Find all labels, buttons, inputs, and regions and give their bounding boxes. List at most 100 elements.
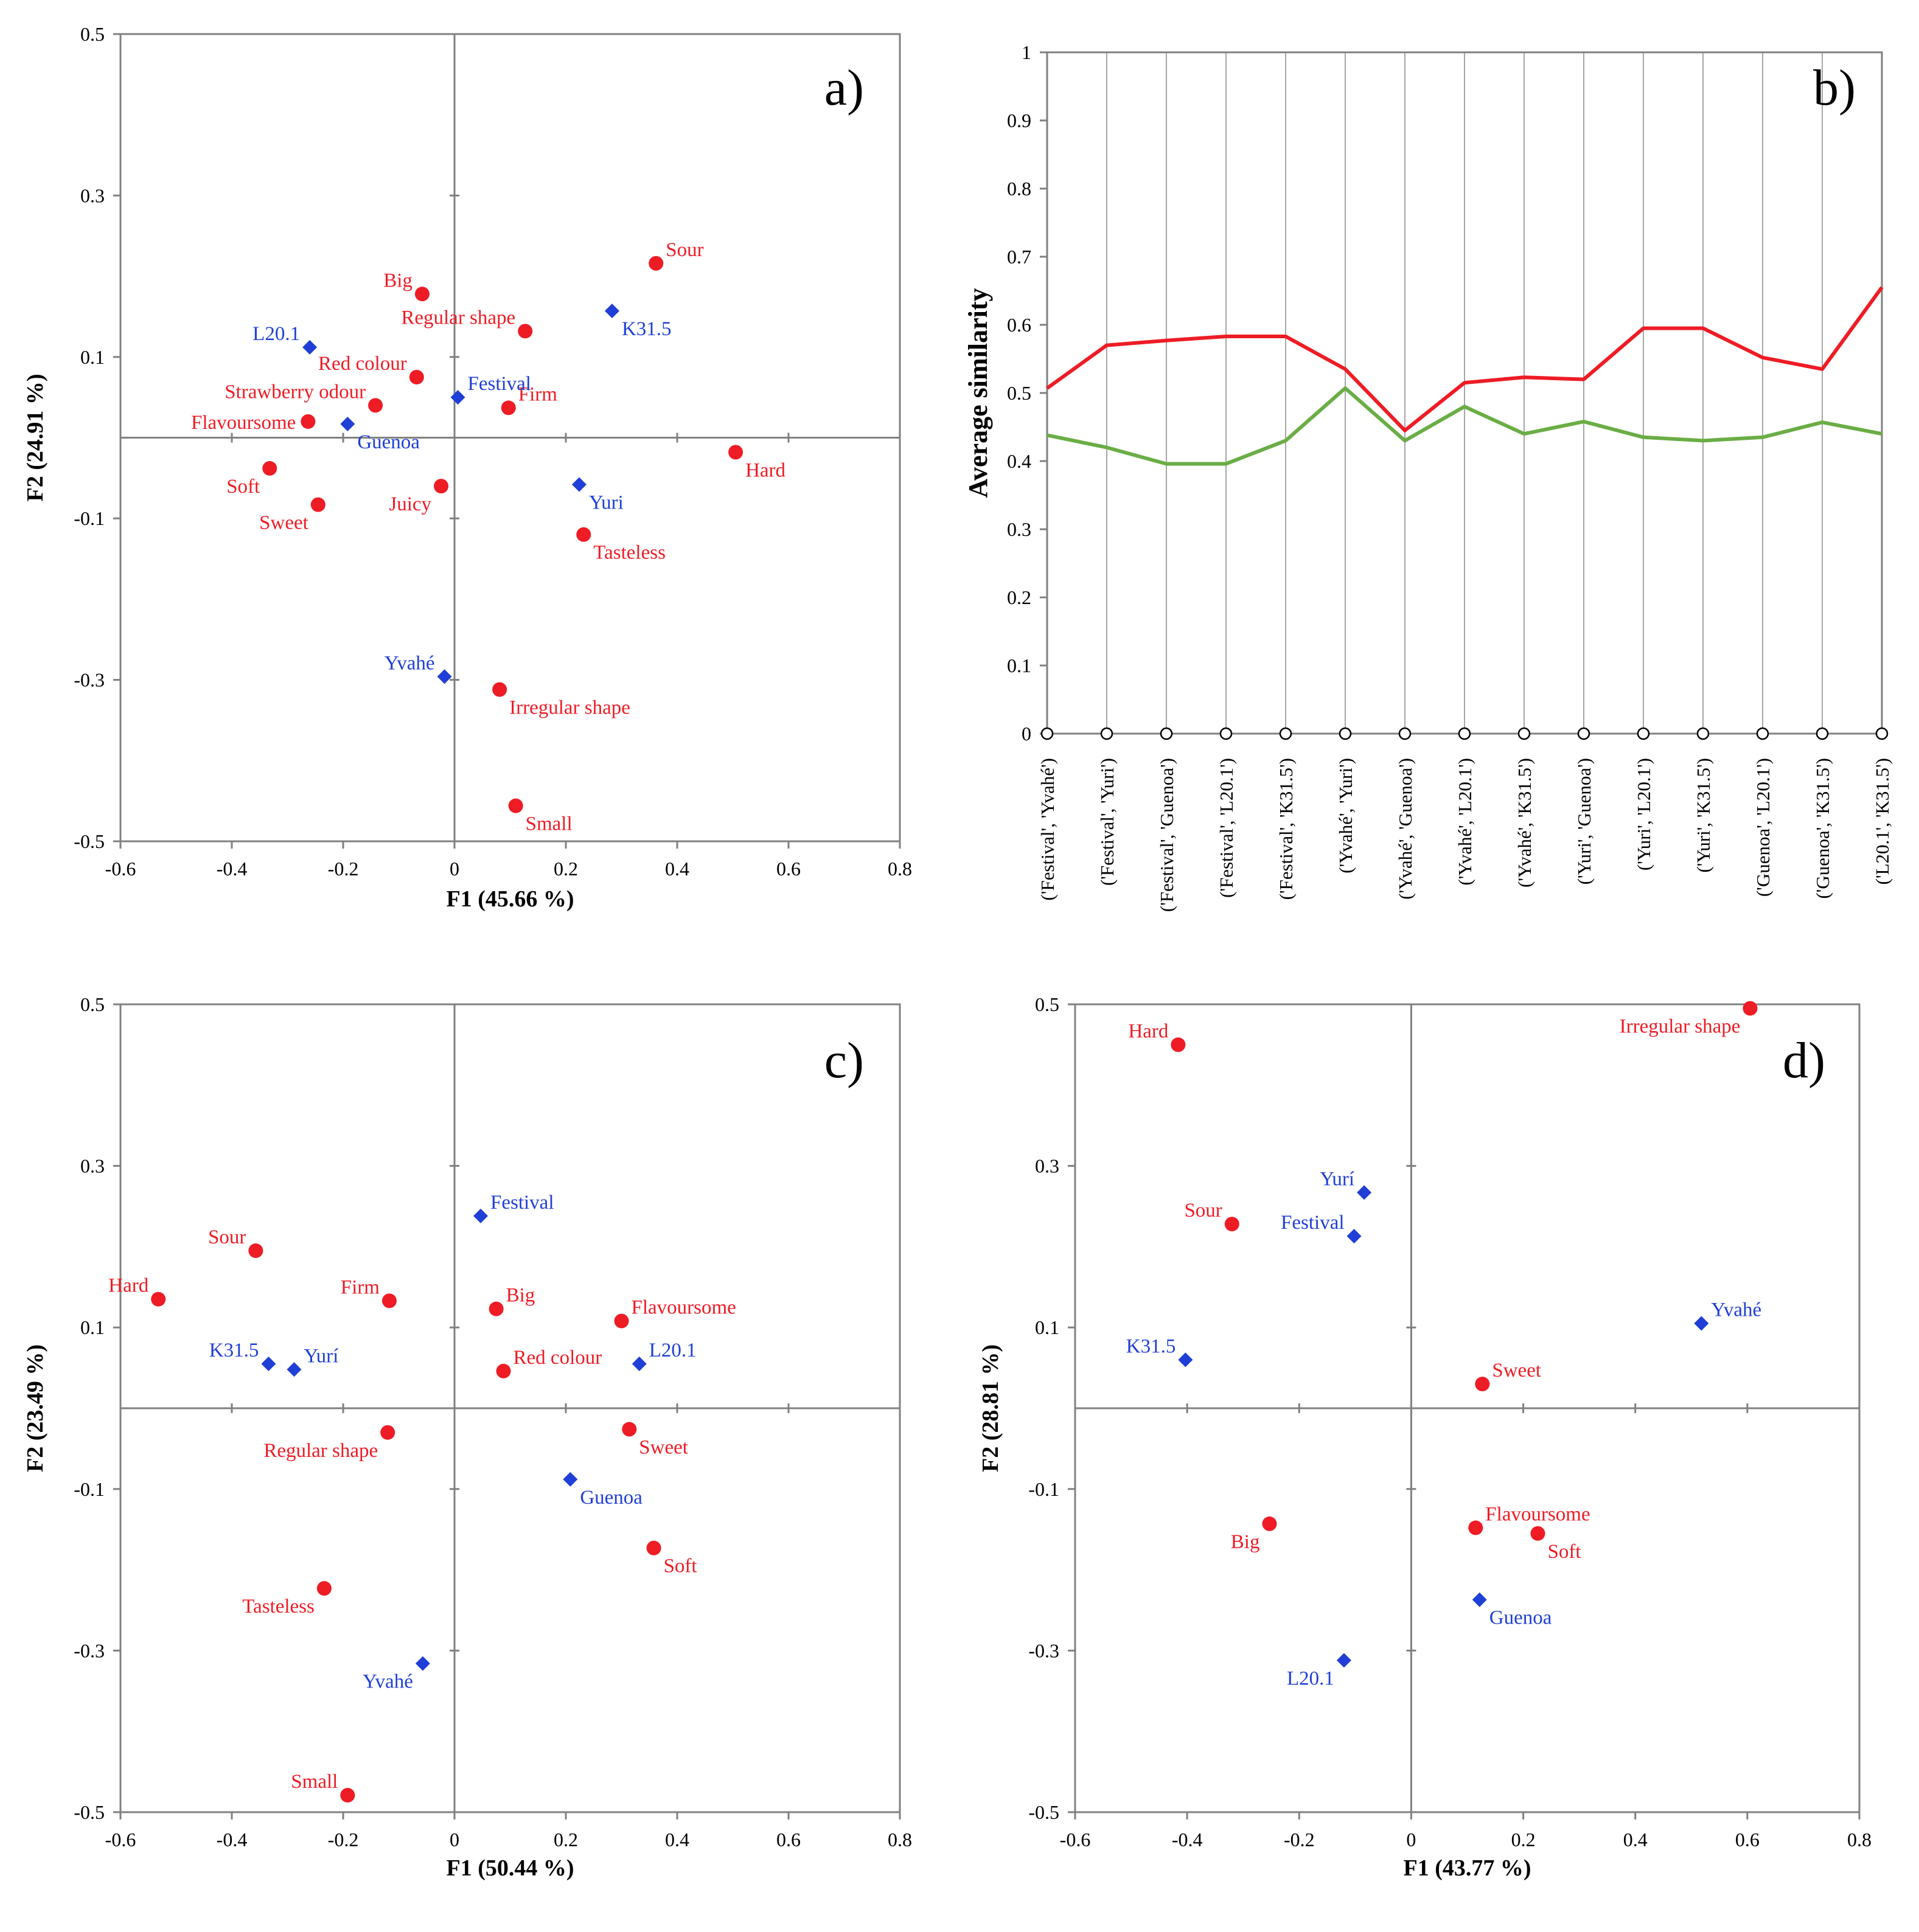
x-tick-label: 0.4 [665,858,689,880]
cultivar-label: Yurí [304,1345,338,1367]
category-label: ('Yuri', 'K31.5') [1693,758,1714,873]
attribute-label: Soft [664,1555,697,1577]
cultivar-label: L20.1 [649,1340,697,1361]
category-marker [1816,727,1829,740]
panel-tag: b) [1813,60,1856,116]
category-marker [1279,727,1292,740]
attribute-point [622,1422,637,1437]
x-axis-title: F1 (43.77 %) [1403,1855,1531,1881]
cultivar-point [437,669,452,684]
category-marker [1696,727,1710,740]
x-tick-label: 0.8 [888,1829,912,1850]
y-tick-label: -0.1 [1028,1478,1059,1500]
attribute-point [414,287,430,302]
y-axis-title: Average similarity [963,288,993,498]
cultivar-label: Guenoa [357,431,420,453]
cultivar-label: L20.1 [1287,1667,1334,1689]
cultivar-label: Guenoa [1489,1607,1552,1629]
attribute-point [310,497,326,512]
category-marker [1398,727,1412,740]
attribute-point [728,445,744,460]
cultivar-point [1178,1352,1193,1367]
cultivar-label: Festival [1281,1212,1345,1234]
attribute-point [262,460,277,476]
x-tick-label: -0.6 [105,858,136,880]
y-tick-label: 0 [1022,723,1031,745]
line-panel-b: 1 0.9 0.8 0.7 0.6 0.5 0.4 0.3 0.2 0.1 0 Average sim… [963,41,1893,912]
scatter-panel-c: -0.6 -0.4 -0.2 0 0.2 0.4 0.6 0.8 0.5 0.3 0.1 -0.1 -0… [23,993,912,1881]
attribute-point [381,1293,397,1308]
attribute-point [1468,1520,1483,1535]
category-marker [1637,727,1650,740]
category-marker [1458,727,1471,740]
attribute-label: Regular shape [401,307,515,328]
attribute-point [501,400,516,415]
y-tick-label: 0.1 [80,1316,105,1338]
attribute-label: Hard [108,1275,148,1297]
cultivar-label: K31.5 [209,1340,259,1361]
attribute-label: Big [383,269,413,291]
attribute-label: Sweet [1492,1360,1541,1381]
category-label: ('Yuri', 'L20.1') [1633,758,1654,870]
attribute-point [316,1581,332,1596]
attribute-point [1530,1526,1545,1541]
attribute-point [1262,1516,1277,1531]
cultivar-label: Yvahé [1711,1299,1761,1321]
attribute-point [518,324,533,339]
x-tick-label: 0.2 [1511,1829,1536,1850]
y-tick-label: 0.1 [1035,1316,1059,1338]
x-tick-label: -0.2 [328,858,359,880]
attribute-label: Red colour [318,353,407,375]
attribute-label: Soft [1548,1541,1581,1563]
attribute-label: Sweet [259,512,308,534]
x-tick-label: 0.2 [554,858,578,880]
attribute-label: Sour [666,239,703,261]
attribute-point [248,1243,263,1259]
y-tick-label: -0.5 [74,1801,105,1823]
y-tick-label: 0.2 [1007,586,1031,608]
attribute-point [1171,1037,1186,1052]
cultivar-label: K31.5 [622,318,672,340]
y-tick-label: 0.5 [1035,993,1059,1015]
attribute-label: Big [506,1285,535,1307]
category-marker [1517,727,1531,740]
cultivar-point [1694,1316,1709,1331]
y-axis-title: F2 (28.81 %) [978,1344,1003,1472]
cultivar-point [632,1356,647,1371]
category-marker [1875,727,1889,740]
category-label: ('Yuri', 'Guenoa') [1573,758,1595,884]
x-tick-label: 0.6 [1735,1829,1760,1850]
y-tick-label: -0.3 [74,1639,105,1661]
y-tick-label: -0.5 [74,830,105,852]
x-axis-title: F1 (50.44 %) [446,1855,574,1881]
attribute-point [340,1788,355,1803]
y-tick-label: 0.1 [80,346,105,368]
category-label: ('Yvahé', 'Guenoa') [1395,758,1416,900]
cultivar-point [571,477,587,492]
cultivar-point [340,416,355,431]
x-tick-label: 0.4 [1623,1829,1648,1850]
cultivar-label: L20.1 [252,323,300,345]
category-label: ('Yvahé', 'K31.5') [1514,758,1535,888]
attribute-point [434,479,449,494]
x-tick-label: 0.6 [776,1829,801,1850]
category-marker [1756,727,1769,740]
category-label: ('Festival', 'Guenoa') [1156,758,1177,912]
x-tick-label: -0.2 [328,1829,359,1850]
attribute-label: Sweet [639,1437,688,1459]
y-tick-label: 0.3 [1007,518,1031,540]
attribute-point [151,1291,166,1307]
category-marker [1160,727,1173,740]
y-tick-label: 0.7 [1007,246,1031,268]
category-label: ('Festival', 'K31.5') [1275,758,1297,900]
y-tick-label: -0.3 [1028,1639,1059,1661]
category-label: ('Festival', 'Yuri') [1096,758,1118,886]
y-tick-label: -0.1 [74,507,105,529]
category-marker [1339,727,1352,740]
attribute-label: Strawberry odour [225,381,366,403]
x-tick-label: -0.6 [1060,1829,1091,1850]
x-tick-label: 0.2 [554,1829,578,1850]
x-tick-label: -0.4 [217,858,248,880]
x-tick-label: 0.6 [776,858,801,880]
